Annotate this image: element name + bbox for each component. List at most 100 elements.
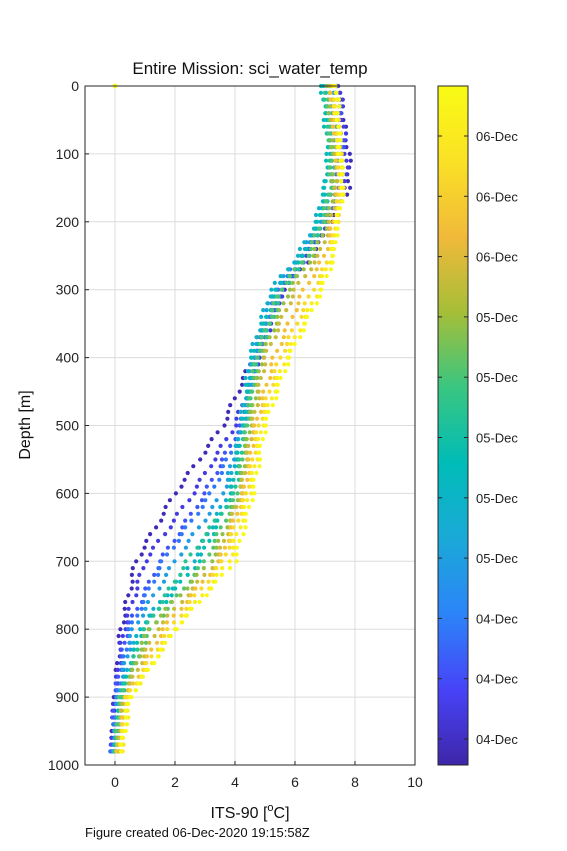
data-point	[156, 538, 161, 544]
data-point	[195, 552, 200, 557]
data-point	[270, 355, 275, 360]
data-point	[211, 572, 216, 578]
data-point	[296, 260, 301, 265]
figure-caption: Figure created 06-Dec-2020 19:15:58Z	[85, 825, 310, 840]
data-point	[115, 667, 120, 673]
data-point	[195, 545, 200, 550]
data-point	[149, 647, 154, 652]
data-point	[111, 722, 116, 727]
data-point	[323, 267, 328, 272]
data-point	[183, 525, 188, 530]
data-point	[330, 138, 335, 143]
data-point	[259, 335, 264, 340]
data-point	[235, 450, 240, 455]
data-point	[262, 403, 267, 408]
data-point	[197, 559, 202, 564]
data-point	[253, 396, 258, 401]
data-point	[130, 579, 135, 584]
data-point	[257, 450, 262, 455]
data-point	[207, 525, 212, 530]
data-point	[230, 552, 235, 557]
data-point	[229, 484, 234, 489]
data-point	[270, 403, 275, 408]
data-point	[129, 667, 135, 673]
data-point	[264, 382, 269, 387]
data-point	[345, 192, 350, 197]
data-point	[263, 396, 268, 401]
data-point	[124, 674, 129, 679]
data-point	[269, 362, 274, 367]
data-point	[321, 117, 326, 123]
data-point	[167, 498, 172, 503]
data-point	[288, 301, 293, 306]
data-point	[121, 688, 126, 693]
data-point	[161, 579, 167, 584]
data-point	[113, 681, 118, 686]
data-point	[234, 559, 239, 564]
data-point	[204, 532, 209, 537]
data-point	[215, 470, 220, 476]
data-points	[108, 83, 353, 754]
data-point	[221, 491, 226, 496]
data-point	[275, 389, 280, 394]
data-point	[139, 674, 144, 679]
y-tick-label: 400	[56, 350, 80, 366]
data-point	[255, 403, 260, 408]
data-point	[282, 328, 287, 333]
data-point	[256, 369, 261, 374]
data-point	[278, 274, 283, 279]
data-point	[324, 151, 329, 156]
data-point	[179, 613, 184, 618]
data-point	[243, 518, 248, 523]
data-point	[225, 504, 230, 510]
colorbar-tick-label: 04-Dec	[476, 672, 518, 687]
data-point	[192, 559, 197, 564]
data-point	[287, 280, 292, 285]
data-point	[319, 274, 325, 279]
data-point	[347, 151, 352, 156]
data-point	[158, 633, 164, 639]
data-point	[320, 233, 325, 238]
data-point	[135, 647, 140, 652]
data-point	[207, 511, 212, 516]
data-point	[182, 477, 187, 482]
data-point	[320, 192, 325, 197]
data-point	[124, 647, 129, 652]
data-point	[218, 504, 223, 510]
data-point	[231, 477, 236, 482]
data-point	[253, 430, 259, 435]
data-point	[136, 681, 141, 686]
data-point	[196, 525, 201, 530]
data-point	[141, 613, 146, 618]
data-point	[340, 165, 345, 170]
data-point	[312, 287, 317, 292]
data-point	[249, 437, 254, 442]
data-point	[278, 355, 283, 360]
data-point	[169, 599, 175, 605]
data-point	[333, 219, 338, 224]
data-point	[218, 552, 223, 557]
data-point	[181, 566, 186, 571]
data-point	[118, 749, 123, 754]
data-point	[222, 450, 227, 455]
data-point	[128, 647, 133, 652]
data-point	[312, 260, 317, 265]
data-point	[185, 470, 190, 476]
data-point	[249, 470, 254, 476]
data-point	[209, 477, 214, 482]
data-point	[280, 294, 285, 299]
data-point	[171, 613, 176, 618]
data-point	[152, 633, 157, 639]
data-point	[275, 382, 280, 387]
data-point	[250, 498, 255, 503]
data-point	[117, 695, 122, 700]
data-point	[262, 328, 267, 333]
data-point	[337, 206, 343, 211]
data-point	[141, 627, 147, 632]
data-point	[135, 606, 140, 611]
data-point	[144, 654, 149, 659]
data-point	[231, 525, 236, 530]
data-point	[151, 613, 156, 618]
data-point	[194, 484, 199, 489]
data-point	[223, 498, 229, 503]
